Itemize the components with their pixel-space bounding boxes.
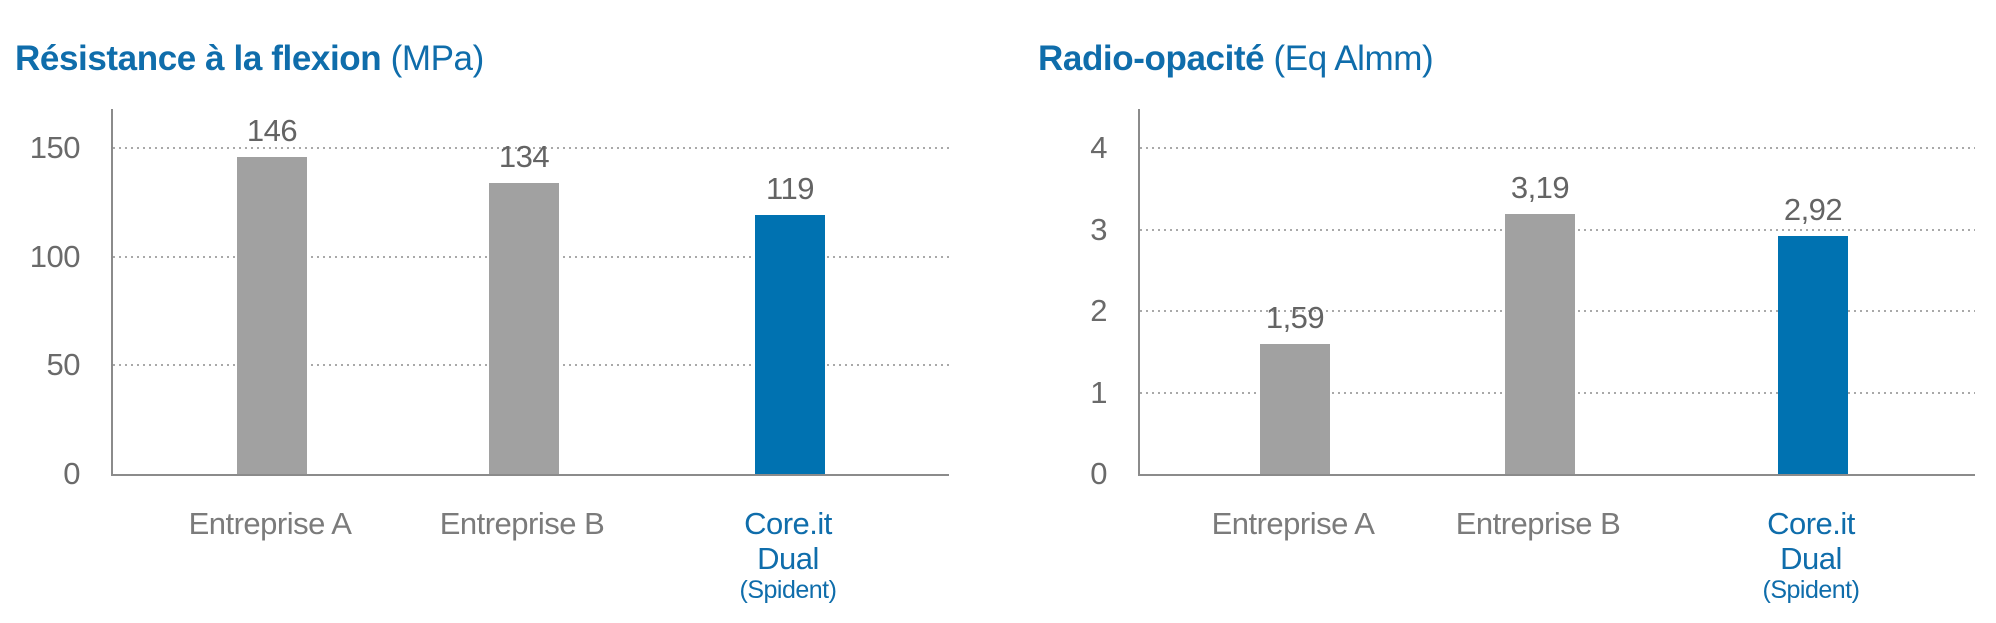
grid-line <box>113 147 949 149</box>
bar-value-label: 3,19 <box>1510 170 1570 205</box>
category-label: Entreprise B <box>1428 506 1648 542</box>
bar <box>1778 236 1848 474</box>
category-label-line: Entreprise A <box>1211 506 1375 541</box>
y-tick-label: 150 <box>29 130 81 165</box>
chart-title-main: Résistance à la flexion <box>15 39 382 79</box>
bar <box>1260 344 1330 474</box>
y-tick-label: 0 <box>1090 456 1107 491</box>
chart-title-unit: (Eq Almm) <box>1273 39 1434 79</box>
y-tick-label: 1 <box>1090 374 1107 410</box>
y-tick-label: 100 <box>29 238 81 274</box>
chart-title-main: Radio-opacité <box>1038 39 1265 79</box>
category-label-line: Core.it <box>1767 506 1855 541</box>
chart-title: Résistance à la flexion (MPa) <box>15 39 484 79</box>
category-label-line: (Spident) <box>739 576 837 605</box>
plot-area: 0 1 2 3 4 1,59 3,19 2,92 <box>1090 109 1975 490</box>
category-label-line: Dual <box>757 540 819 576</box>
category-label-line: Entreprise B <box>1455 506 1621 541</box>
chart-title: Radio-opacité (Eq Almm) <box>1038 39 1434 79</box>
category-label-line: Dual <box>1780 540 1842 576</box>
bar-value-label: 2,92 <box>1783 192 1843 227</box>
category-label: Core.it Dual (Spident) <box>1701 506 1921 605</box>
bar <box>755 215 825 474</box>
bar-value-label: 119 <box>766 171 814 206</box>
category-label-line: Core.it <box>744 506 832 541</box>
bar <box>489 183 559 474</box>
category-label: Entreprise A <box>1183 506 1403 542</box>
chart-title-unit: (MPa) <box>390 39 485 79</box>
bar-value-label: 1,59 <box>1265 300 1325 335</box>
chart-radiopacite: Radio-opacité (Eq Almm) 0 1 2 3 4 1,59 3,19 2,9… <box>1027 0 1996 623</box>
plot-area: 0 50 100 150 146 134 119 <box>30 109 949 490</box>
y-tick-label: 0 <box>63 456 80 491</box>
category-label: Entreprise B <box>412 506 632 542</box>
bar-value-label: 146 <box>246 113 298 148</box>
bar <box>237 157 307 474</box>
y-tick-label: 2 <box>1090 293 1107 328</box>
y-tick-label: 4 <box>1090 130 1107 165</box>
bar-value-label: 134 <box>498 139 550 174</box>
bar <box>1505 214 1575 474</box>
category-label: Entreprise A <box>160 506 380 542</box>
category-label-line: (Spident) <box>1762 576 1860 605</box>
y-tick-label: 50 <box>46 347 81 383</box>
chart-flexion: Résistance à la flexion (MPa) 0 50 100 150 1… <box>15 39 949 605</box>
category-label-line: Entreprise A <box>188 506 352 541</box>
y-tick-label: 3 <box>1090 211 1107 247</box>
category-label-line: Entreprise B <box>439 506 605 541</box>
category-label: Core.it Dual (Spident) <box>678 506 898 605</box>
grid-line <box>1140 147 1975 149</box>
